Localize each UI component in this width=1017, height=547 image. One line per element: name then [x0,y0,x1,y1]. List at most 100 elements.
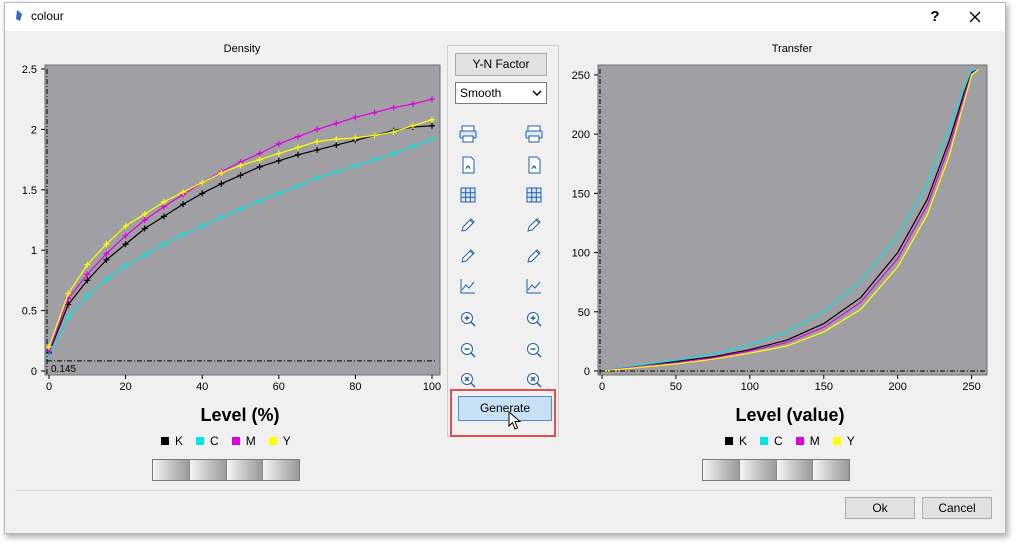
chart-icon[interactable] [458,276,478,296]
density-point-k [141,225,148,232]
pencil-icon[interactable] [458,246,478,266]
mouse-cursor-icon [508,411,522,430]
legend-item-c[interactable]: C [760,434,783,448]
density-point-m [103,250,110,257]
density-point-m [333,120,340,127]
density-point-y [429,116,435,123]
smooth-select[interactable]: Smooth [455,82,547,104]
density-x-tick-label: 20 [119,381,131,393]
pencil-icon[interactable] [524,215,544,235]
zoom-out-icon[interactable] [458,340,478,360]
density-y-tick-label: 0 [31,366,37,378]
pencil-icon[interactable] [524,246,544,266]
density-point-y [141,210,148,217]
density-point-c [65,313,72,320]
zoom-in-icon[interactable] [458,309,478,329]
printer-icon[interactable] [458,124,478,144]
density-point-y [237,162,244,169]
density-x-axis-title: Level (%) [200,405,280,425]
density-point-k [84,277,91,284]
density-point-k [237,172,244,179]
density-point-c [371,156,378,163]
density-point-k [180,201,187,208]
tool-panel [447,45,559,437]
zoom-reset-icon[interactable] [524,370,544,390]
density-point-k [314,146,321,153]
legend-item-y[interactable]: Y [268,434,291,448]
legend-item-m[interactable]: M [231,434,256,448]
colour-dialog: colour ? Density Transfer 0 20 40 60 80 100 0 0… [4,2,1006,534]
density-point-c [352,162,359,169]
density-point-c [294,183,301,190]
density-point-y [46,343,52,350]
chart-icon[interactable] [524,276,544,296]
density-point-m [429,96,435,103]
density-range-slider[interactable] [152,459,300,481]
legend-item-k[interactable]: K [161,434,183,448]
transfer-x-tick-label: 100 [741,381,759,393]
transfer-plot-area [597,64,988,376]
density-point-m [409,101,416,108]
legend-item-m[interactable]: M [795,434,820,448]
transfer-x-tick-label: 200 [889,381,907,393]
legend-label: C [774,434,783,448]
ok-button[interactable]: Ok [845,497,915,519]
close-icon[interactable] [963,6,987,28]
legend-label: M [245,434,256,448]
help-button[interactable]: ? [930,8,940,25]
density-point-m [141,217,148,223]
transfer-series-c [601,68,980,372]
generate-button[interactable]: Generate [458,396,552,421]
transfer-range-slider[interactable] [702,459,850,481]
density-point-c [256,197,263,204]
legend-label: Y [846,434,855,448]
density-point-y [160,198,167,205]
density-point-k [429,122,435,129]
density-y-tick-label: 0.5 [22,306,37,318]
legend-item-y[interactable]: Y [832,434,855,448]
pencil-icon[interactable] [458,215,478,235]
pdf-icon[interactable] [458,155,478,175]
transfer-y-tick-label: 150 [572,188,590,200]
transfer-x-tick-label: 0 [599,381,605,393]
zoom-in-icon[interactable] [524,309,544,329]
cancel-button[interactable]: Cancel [922,497,992,519]
density-plot-area [44,64,441,376]
zoom-out-icon[interactable] [524,340,544,360]
smooth-select-value: Smooth [460,86,502,100]
density-chart[interactable]: 0 20 40 60 80 100 0 0.5 1 1.5 2 2.5 0.145 [5,3,445,423]
density-y-tick-label: 2.5 [22,64,37,76]
density-point-c [84,293,91,300]
legend-item-k[interactable]: K [725,434,747,448]
transfer-y-tick-label: 50 [578,307,590,319]
density-point-c [237,206,244,213]
density-point-c [160,241,167,248]
density-point-y [122,223,129,230]
transfer-series-y [601,68,980,372]
pdf-icon[interactable] [524,155,544,175]
legend-swatch-c [760,437,769,445]
density-point-m [256,150,263,157]
density-point-y [371,132,378,139]
transfer-series-k [601,68,980,372]
density-point-m [352,114,359,121]
grid-icon[interactable] [524,185,544,205]
app-icon [16,10,22,21]
density-point-c [429,136,435,143]
legend-swatch-m [795,437,804,445]
yn-factor-button[interactable]: Y-N Factor [455,53,547,76]
density-point-y [409,122,416,129]
legend-swatch-y [268,437,277,445]
density-x-tick-label: 0 [46,381,52,393]
density-point-y [65,290,72,297]
density-point-y [390,128,397,135]
legend-swatch-c [196,437,205,445]
legend-label: C [210,434,219,448]
zoom-reset-icon[interactable] [458,370,478,390]
printer-icon[interactable] [524,124,544,144]
grid-icon[interactable] [458,185,478,205]
density-point-m [275,140,282,147]
transfer-chart[interactable]: 0 50 100 150 200 250 0 50 100 150 200 250 [555,3,1005,423]
legend-item-c[interactable]: C [196,434,219,448]
density-point-m [294,133,301,140]
